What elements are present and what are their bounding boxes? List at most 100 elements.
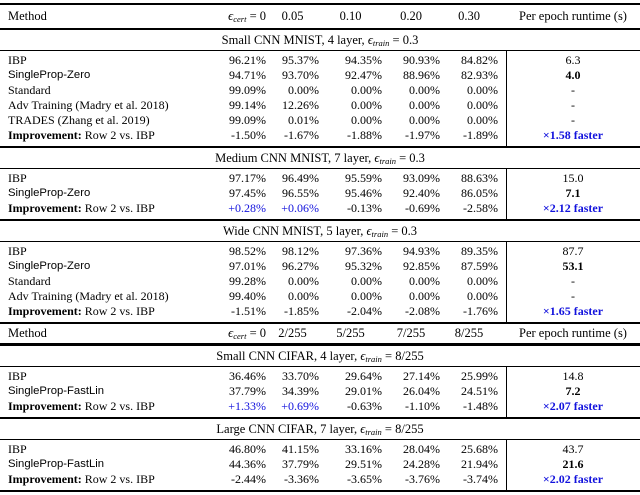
section-end-rule	[0, 146, 640, 148]
accuracy-value: 96.27%	[282, 259, 319, 273]
table-row: Improvement: Row 2 vs. IBP +1.33% +0.69% -0…	[0, 399, 640, 414]
accuracy-value: -2.58%	[463, 201, 498, 215]
accuracy-value: 24.28%	[403, 456, 440, 471]
epsilon-subscript: cert	[233, 331, 247, 341]
section-title-text: Small CNN MNIST, 4 layer,	[221, 33, 368, 47]
accuracy-value: 92.40%	[403, 186, 440, 200]
table-header-mnist: Method ϵcert = 0 0.05 0.10 0.20 0.30 Per…	[0, 5, 640, 28]
method-name: Adv Training (Madry et al. 2018)	[8, 98, 169, 112]
column-header-tick: 8/255	[454, 326, 484, 340]
improvement-label: Improvement: Row 2 vs. IBP	[0, 201, 195, 216]
spacer	[498, 83, 506, 98]
improvement-bold-label: Improvement:	[8, 304, 82, 318]
accuracy-value: 87.59%	[461, 259, 498, 273]
accuracy-value: 99.40%	[229, 289, 266, 303]
accuracy-value: 88.63%	[461, 171, 498, 185]
column-header-runtime: Per epoch runtime (s)	[519, 326, 627, 340]
improvement-bold-label: Improvement:	[8, 471, 82, 486]
epsilon-symbol: ϵ	[366, 224, 372, 238]
accuracy-value: 99.09%	[229, 113, 266, 127]
section-end-rule	[0, 219, 640, 221]
accuracy-value: 37.79%	[282, 456, 319, 471]
epsilon-symbol: ϵ	[374, 151, 380, 165]
speedup-value: ×1.58 faster	[542, 128, 604, 142]
method-name: IBP	[8, 441, 27, 456]
section-title-large-cnn-cifar: Large CNN CIFAR, 7 layer, ϵtrain = 8/255	[0, 419, 640, 439]
accuracy-value: 12.26%	[282, 98, 319, 112]
accuracy-value: -0.63%	[347, 398, 382, 413]
table-row: TRADES (Zhang et al. 2019) 99.09% 0.01% 0.0…	[0, 113, 640, 128]
eps-train-value: = 0.3	[395, 151, 425, 165]
accuracy-value: 37.79%	[229, 383, 266, 398]
epsilon-symbol: ϵ	[228, 9, 234, 23]
section-rule	[0, 365, 640, 367]
accuracy-value: 99.14%	[229, 98, 266, 112]
accuracy-value: 96.21%	[229, 53, 266, 67]
section-end-rule	[0, 416, 640, 419]
accuracy-value: 34.39%	[282, 383, 319, 398]
accuracy-value: 0.00%	[351, 113, 382, 127]
accuracy-value: 95.32%	[345, 259, 382, 273]
accuracy-value: 46.80%	[229, 441, 266, 456]
section-rows-small-cnn-mnist: IBP 96.21% 95.37% 94.35% 90.93% 84.82% 6.3 Sing…	[0, 51, 640, 146]
accuracy-value: 41.15%	[282, 441, 319, 456]
table-row: SingleProp-FastLin 44.36% 37.79% 29.51% 24.2…	[0, 457, 640, 472]
accuracy-value: 0.00%	[288, 83, 319, 97]
accuracy-value: -1.88%	[347, 128, 382, 142]
improvement-bold-label: Improvement:	[8, 201, 82, 215]
accuracy-value: 0.00%	[467, 274, 498, 288]
improvement-label-rest: Row 2 vs. IBP	[81, 304, 155, 318]
improvement-bold-label: Improvement:	[8, 128, 82, 142]
method-name: SingleProp-FastLin	[8, 457, 105, 470]
header-rule	[0, 343, 640, 346]
accuracy-value: 0.00%	[351, 98, 382, 112]
section-rows-medium-cnn-mnist: IBP 97.17% 96.49% 95.59% 93.09% 88.63% 15.0 Sin…	[0, 169, 640, 219]
accuracy-value: -2.08%	[405, 304, 440, 318]
accuracy-value: 29.51%	[345, 456, 382, 471]
improvement-label-rest: Row 2 vs. IBP	[81, 128, 155, 142]
accuracy-value: 28.04%	[403, 441, 440, 456]
accuracy-value: 0.00%	[351, 274, 382, 288]
improvement-label: Improvement: Row 2 vs. IBP	[0, 472, 195, 487]
method-name: TRADES (Zhang et al. 2019)	[8, 113, 150, 127]
accuracy-value: 84.82%	[461, 53, 498, 67]
runtime-value: 7.2	[565, 383, 581, 398]
spacer	[498, 304, 506, 319]
eps-train-value: = 8/255	[381, 348, 424, 363]
accuracy-value: -1.51%	[231, 304, 266, 318]
runtime-value: 87.7	[562, 244, 584, 258]
runtime-value: 6.3	[565, 53, 581, 67]
table-row: SingleProp-Zero 97.45% 96.55% 95.46% 92.40% 8…	[0, 186, 640, 201]
runtime-value: -	[571, 98, 575, 112]
accuracy-value: 24.51%	[461, 383, 498, 398]
speedup-value: ×2.12 faster	[542, 201, 604, 215]
accuracy-value: 99.28%	[229, 274, 266, 288]
runtime-value: -	[571, 274, 575, 288]
accuracy-value: 21.94%	[461, 456, 498, 471]
method-name: Standard	[8, 83, 51, 97]
section-rows-wide-cnn-mnist: IBP 98.52% 98.12% 97.36% 94.93% 89.35% 87.7 Sin…	[0, 242, 640, 322]
method-name: IBP	[8, 244, 27, 258]
section-title-wide-cnn-mnist: Wide CNN MNIST, 5 layer, ϵtrain = 0.3	[0, 221, 640, 241]
accuracy-value: 82.93%	[461, 68, 498, 82]
accuracy-value: 0.00%	[351, 289, 382, 303]
runtime-value: -	[571, 289, 575, 303]
section-rule	[0, 241, 640, 242]
table-row: Standard 99.09% 0.00% 0.00% 0.00% 0.00% -	[0, 83, 640, 98]
method-name: SingleProp-Zero	[8, 69, 91, 81]
table-row: Improvement: Row 2 vs. IBP +0.28% +0.06% -0…	[0, 201, 640, 216]
accuracy-value: 25.68%	[461, 441, 498, 456]
improvement-label: Improvement: Row 2 vs. IBP	[0, 304, 195, 319]
accuracy-value: -1.10%	[405, 398, 440, 413]
section-title-text: Wide CNN MNIST, 5 layer,	[222, 224, 367, 238]
spacer	[498, 289, 506, 304]
eps-train-value: = 0.3	[388, 224, 418, 238]
spacer	[498, 171, 506, 186]
accuracy-value: 94.93%	[403, 244, 440, 258]
accuracy-value: 94.35%	[345, 53, 382, 67]
epsilon-symbol: ϵ	[360, 421, 366, 436]
accuracy-value: +0.28%	[228, 201, 266, 215]
spacer	[498, 369, 506, 384]
spacer	[498, 399, 506, 414]
